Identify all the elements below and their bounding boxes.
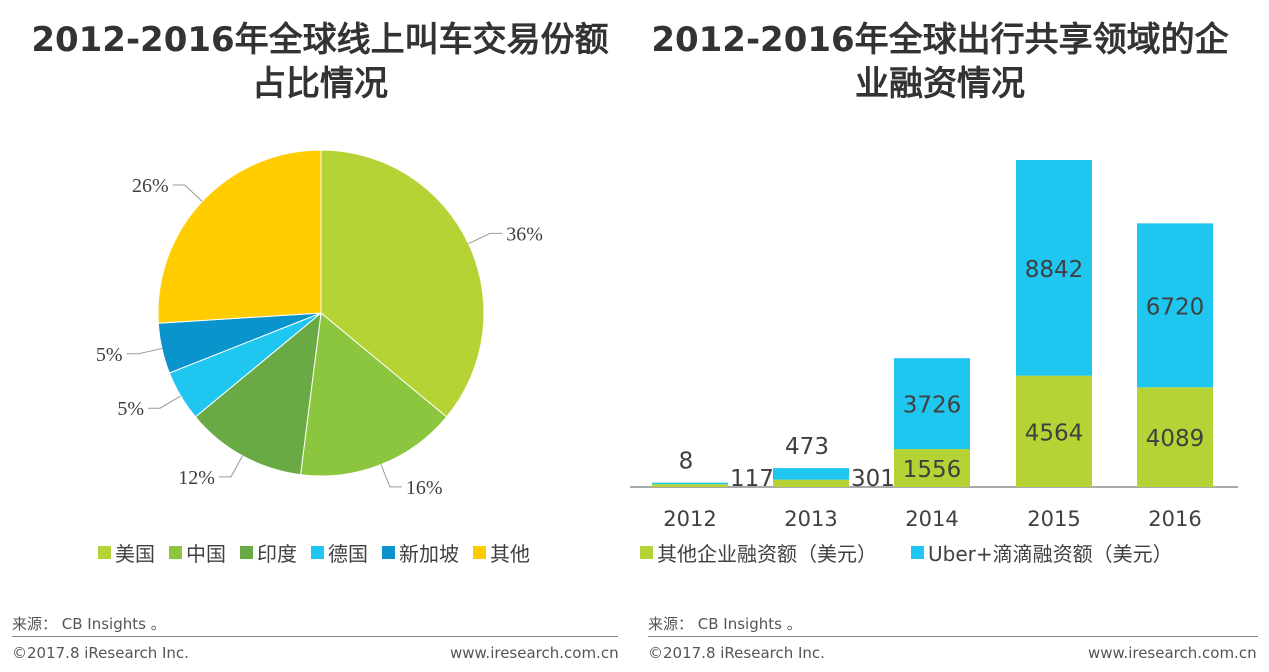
- legend-swatch: [911, 546, 924, 559]
- pie-label-5: 26%: [132, 175, 169, 197]
- pie-slice-5: [157, 149, 322, 324]
- right-divider: [648, 636, 1258, 637]
- pie-chart-title: 2012-2016年全球线上叫车交易份额占比情况: [31, 20, 609, 104]
- left-source: 来源： CB Insights 。: [12, 615, 166, 633]
- x-tick-label: 2015: [1027, 507, 1080, 531]
- bar-legend-item: 其他企业融资额（美元）: [640, 538, 877, 567]
- left-divider: [12, 636, 618, 637]
- pie-legend-item: 德国: [311, 538, 368, 567]
- bar-value-label: 3726: [903, 393, 962, 419]
- pie-leader-0: [468, 232, 503, 245]
- legend-label: 新加坡: [399, 542, 459, 566]
- pie-slice-0: [320, 149, 485, 418]
- bar-value-label: 4564: [1025, 420, 1084, 446]
- legend-swatch: [240, 546, 253, 559]
- legend-swatch: [473, 546, 486, 559]
- x-tick-label: 2016: [1148, 507, 1201, 531]
- x-tick-label: 2012: [663, 507, 716, 531]
- pie-legend-item: 其他: [473, 538, 530, 567]
- legend-swatch: [640, 546, 653, 559]
- pie-label-2: 12%: [178, 467, 215, 489]
- bar-value-label: 473: [785, 434, 829, 460]
- legend-swatch: [382, 546, 395, 559]
- legend-label: 中国: [186, 542, 226, 566]
- pie-leader-1: [380, 464, 402, 488]
- left-url: www.iresearch.com.cn: [450, 644, 619, 662]
- bar-legend-item: Uber+滴滴融资额（美元）: [911, 538, 1173, 567]
- bar-2015-1: [1016, 160, 1092, 376]
- bar-chart-title: 2012-2016年全球出行共享领域的企业融资情况: [651, 20, 1229, 104]
- bar-value-label: 8842: [1025, 257, 1084, 283]
- pie-label-0: 36%: [506, 223, 543, 245]
- bar-value-label: 8: [679, 449, 694, 475]
- pie-legend-item: 中国: [169, 538, 226, 567]
- legend-label: 其他: [490, 542, 530, 566]
- bar-legend: 其他企业融资额（美元） Uber+滴滴融资额（美元）: [640, 538, 1173, 567]
- pie-leader-2: [218, 455, 243, 478]
- legend-swatch: [311, 546, 324, 559]
- legend-label: Uber+滴滴融资额（美元）: [928, 542, 1173, 566]
- x-tick-label: 2014: [905, 507, 958, 531]
- bar-2016-0: [1137, 387, 1213, 487]
- left-copyright: ©2017.8 iResearch Inc.: [12, 644, 189, 662]
- pie-label-4: 5%: [96, 344, 123, 366]
- bar-value-label: 4089: [1146, 426, 1205, 452]
- legend-label: 其他企业融资额（美元）: [657, 542, 877, 566]
- pie-legend-item: 新加坡: [382, 538, 459, 567]
- bar-2013-1: [773, 468, 849, 480]
- pie-legend-item: 印度: [240, 538, 297, 567]
- pie-legend: 美国 中国 印度 德国 新加坡 其他: [98, 538, 530, 567]
- legend-swatch: [98, 546, 111, 559]
- pie-legend-item: 美国: [98, 538, 155, 567]
- legend-swatch: [169, 546, 182, 559]
- bar-value-label: 1556: [903, 457, 962, 483]
- right-source: 来源： CB Insights 。: [648, 615, 802, 633]
- bar-2012-1: [652, 482, 728, 485]
- bar-value-label: 117: [730, 466, 774, 492]
- bar-2013-0: [773, 479, 849, 487]
- pie-leader-4: [126, 348, 163, 355]
- bar-2012-0: [652, 484, 728, 487]
- right-copyright: ©2017.8 iResearch Inc.: [648, 644, 825, 662]
- pie-label-3: 5%: [117, 398, 144, 420]
- bar-2015-0: [1016, 375, 1092, 487]
- legend-label: 印度: [257, 542, 297, 566]
- legend-label: 德国: [328, 542, 368, 566]
- pie-leader-3: [148, 395, 181, 409]
- bar-2014-1: [894, 358, 970, 450]
- bar-value-label: 6720: [1146, 294, 1205, 320]
- pie-leader-5: [172, 184, 203, 202]
- bar-value-label: 301: [851, 466, 895, 492]
- bar-2016-1: [1137, 223, 1213, 388]
- x-tick-label: 2013: [784, 507, 837, 531]
- pie-label-1: 16%: [406, 477, 443, 499]
- legend-label: 美国: [115, 542, 155, 566]
- bar-2014-0: [894, 449, 970, 487]
- right-url: www.iresearch.com.cn: [1088, 644, 1257, 662]
